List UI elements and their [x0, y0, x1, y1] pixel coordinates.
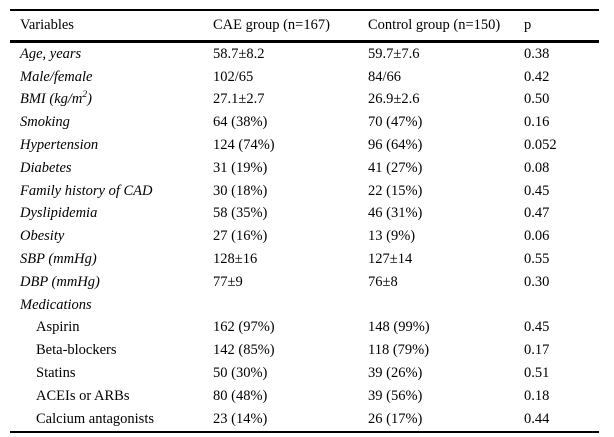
cae-value-cell: 77±9	[213, 273, 243, 290]
cae-value-cell: 58.7±8.2	[213, 45, 265, 62]
p-value-cell: 0.55	[524, 251, 550, 268]
p-value-cell: 0.45	[524, 319, 550, 336]
variable-cell: Medications	[20, 296, 92, 313]
variable-cell: DBP (mmHg)	[20, 273, 100, 290]
variable-cell: Diabetes	[20, 159, 72, 176]
control-value-cell: 26.9±2.6	[368, 91, 420, 108]
variable-cell: Smoking	[20, 114, 70, 131]
control-value-cell: 13 (9%)	[368, 228, 416, 245]
table-row: Dyslipidemia 58 (35%) 46 (31%) 0.47	[10, 203, 599, 226]
variable-cell: ACEIs or ARBs	[36, 387, 130, 404]
variable-cell: SBP (mmHg)	[20, 251, 97, 268]
table-row: Aspirin 162 (97%) 148 (99%) 0.45	[10, 317, 599, 340]
table-row: DBP (mmHg) 77±9 76±8 0.30	[10, 271, 599, 294]
variable-cell: Statins	[36, 365, 76, 382]
table-row: ACEIs or ARBs 80 (48%) 39 (56%) 0.18	[10, 385, 599, 408]
cae-value-cell: 102/65	[213, 68, 254, 85]
table-row: Age, years 58.7±8.2 59.7±7.6 0.38	[10, 42, 599, 66]
header-variables: Variables	[10, 10, 213, 43]
variable-cell: Dyslipidemia	[20, 205, 98, 222]
table-row: Family history of CAD 30 (18%) 22 (15%) 0.4…	[10, 180, 599, 203]
p-value-cell: 0.44	[524, 410, 550, 427]
variable-cell: Calcium antagonists	[36, 410, 154, 427]
cae-value-cell: 27.1±2.7	[213, 91, 265, 108]
control-value-cell: 84/66	[368, 68, 402, 85]
variable-cell: Hypertension	[20, 137, 99, 154]
control-value-cell: 39 (56%)	[368, 387, 423, 404]
p-value-cell: 0.42	[524, 68, 550, 85]
baseline-characteristics-table: Variables CAE group (n=167) Control grou…	[10, 9, 599, 433]
header-cae-group: CAE group (n=167)	[213, 10, 368, 43]
cae-value-cell: 50 (30%)	[213, 365, 268, 382]
table-row: Beta-blockers 142 (85%) 118 (79%) 0.17	[10, 339, 599, 362]
control-value-cell: 70 (47%)	[368, 114, 423, 131]
header-control-group: Control group (n=150)	[368, 10, 524, 43]
control-value-cell: 22 (15%)	[368, 182, 423, 199]
cae-value-cell: 23 (14%)	[213, 410, 268, 427]
cae-value-cell: 124 (74%)	[213, 137, 275, 154]
variable-cell: Obesity	[20, 228, 65, 245]
variable-cell: BMI (kg/m2)	[20, 90, 92, 108]
p-value-cell: 0.052	[524, 137, 557, 154]
variable-cell: Age, years	[20, 45, 82, 62]
control-value-cell	[368, 294, 524, 317]
control-value-cell: 76±8	[368, 273, 398, 290]
header-row: Variables CAE group (n=167) Control grou…	[10, 10, 599, 43]
p-value-cell: 0.16	[524, 114, 550, 131]
p-value-cell: 0.45	[524, 182, 550, 199]
variable-cell: Family history of CAD	[20, 182, 153, 199]
control-value-cell: 127±14	[368, 251, 413, 268]
table-row: Calcium antagonists 23 (14%) 26 (17%) 0.44	[10, 408, 599, 432]
p-value-cell: 0.18	[524, 387, 550, 404]
header-p-value: p	[524, 10, 599, 43]
p-value-cell: 0.30	[524, 273, 550, 290]
variable-cell: Male/female	[20, 68, 93, 85]
p-value-cell: 0.08	[524, 159, 550, 176]
cae-value-cell: 30 (18%)	[213, 182, 268, 199]
cae-value-cell: 162 (97%)	[213, 319, 275, 336]
table-row: Hypertension 124 (74%) 96 (64%) 0.052	[10, 134, 599, 157]
cae-value-cell: 58 (35%)	[213, 205, 268, 222]
p-value-cell: 0.47	[524, 205, 550, 222]
control-value-cell: 39 (26%)	[368, 365, 423, 382]
p-value-cell	[524, 294, 599, 317]
cae-value-cell: 31 (19%)	[213, 159, 268, 176]
control-value-cell: 148 (99%)	[368, 319, 430, 336]
table-row: Male/female 102/65 84/66 0.42	[10, 66, 599, 89]
p-value-cell: 0.51	[524, 365, 550, 382]
table-row: Statins 50 (30%) 39 (26%) 0.51	[10, 362, 599, 385]
control-value-cell: 41 (27%)	[368, 159, 423, 176]
cae-value-cell: 142 (85%)	[213, 342, 275, 359]
p-value-cell: 0.38	[524, 45, 550, 62]
table-row: Obesity 27 (16%) 13 (9%) 0.06	[10, 225, 599, 248]
table-row: BMI (kg/m2) 27.1±2.7 26.9±2.6 0.50	[10, 89, 599, 112]
superscript: 2	[82, 90, 88, 101]
table-row: SBP (mmHg) 128±16 127±14 0.55	[10, 248, 599, 271]
control-value-cell: 59.7±7.6	[368, 45, 420, 62]
control-value-cell: 46 (31%)	[368, 205, 423, 222]
cae-value-cell: 80 (48%)	[213, 387, 268, 404]
variable-cell: Aspirin	[36, 319, 80, 336]
cae-value-cell	[213, 294, 368, 317]
p-value-cell: 0.06	[524, 228, 550, 245]
table-row: Smoking 64 (38%) 70 (47%) 0.16	[10, 111, 599, 134]
control-value-cell: 96 (64%)	[368, 137, 423, 154]
variable-cell: Beta-blockers	[36, 342, 117, 359]
cae-value-cell: 27 (16%)	[213, 228, 268, 245]
p-value-cell: 0.17	[524, 342, 550, 359]
control-value-cell: 26 (17%)	[368, 410, 423, 427]
table-body: Age, years 58.7±8.2 59.7±7.6 0.38 Male/femal…	[10, 42, 599, 432]
table-row: Diabetes 31 (19%) 41 (27%) 0.08	[10, 157, 599, 180]
table-header: Variables CAE group (n=167) Control grou…	[10, 10, 599, 43]
control-value-cell: 118 (79%)	[368, 342, 430, 359]
cae-value-cell: 64 (38%)	[213, 114, 268, 131]
p-value-cell: 0.50	[524, 91, 550, 108]
cae-value-cell: 128±16	[213, 251, 258, 268]
table-row: Medications	[10, 294, 599, 317]
